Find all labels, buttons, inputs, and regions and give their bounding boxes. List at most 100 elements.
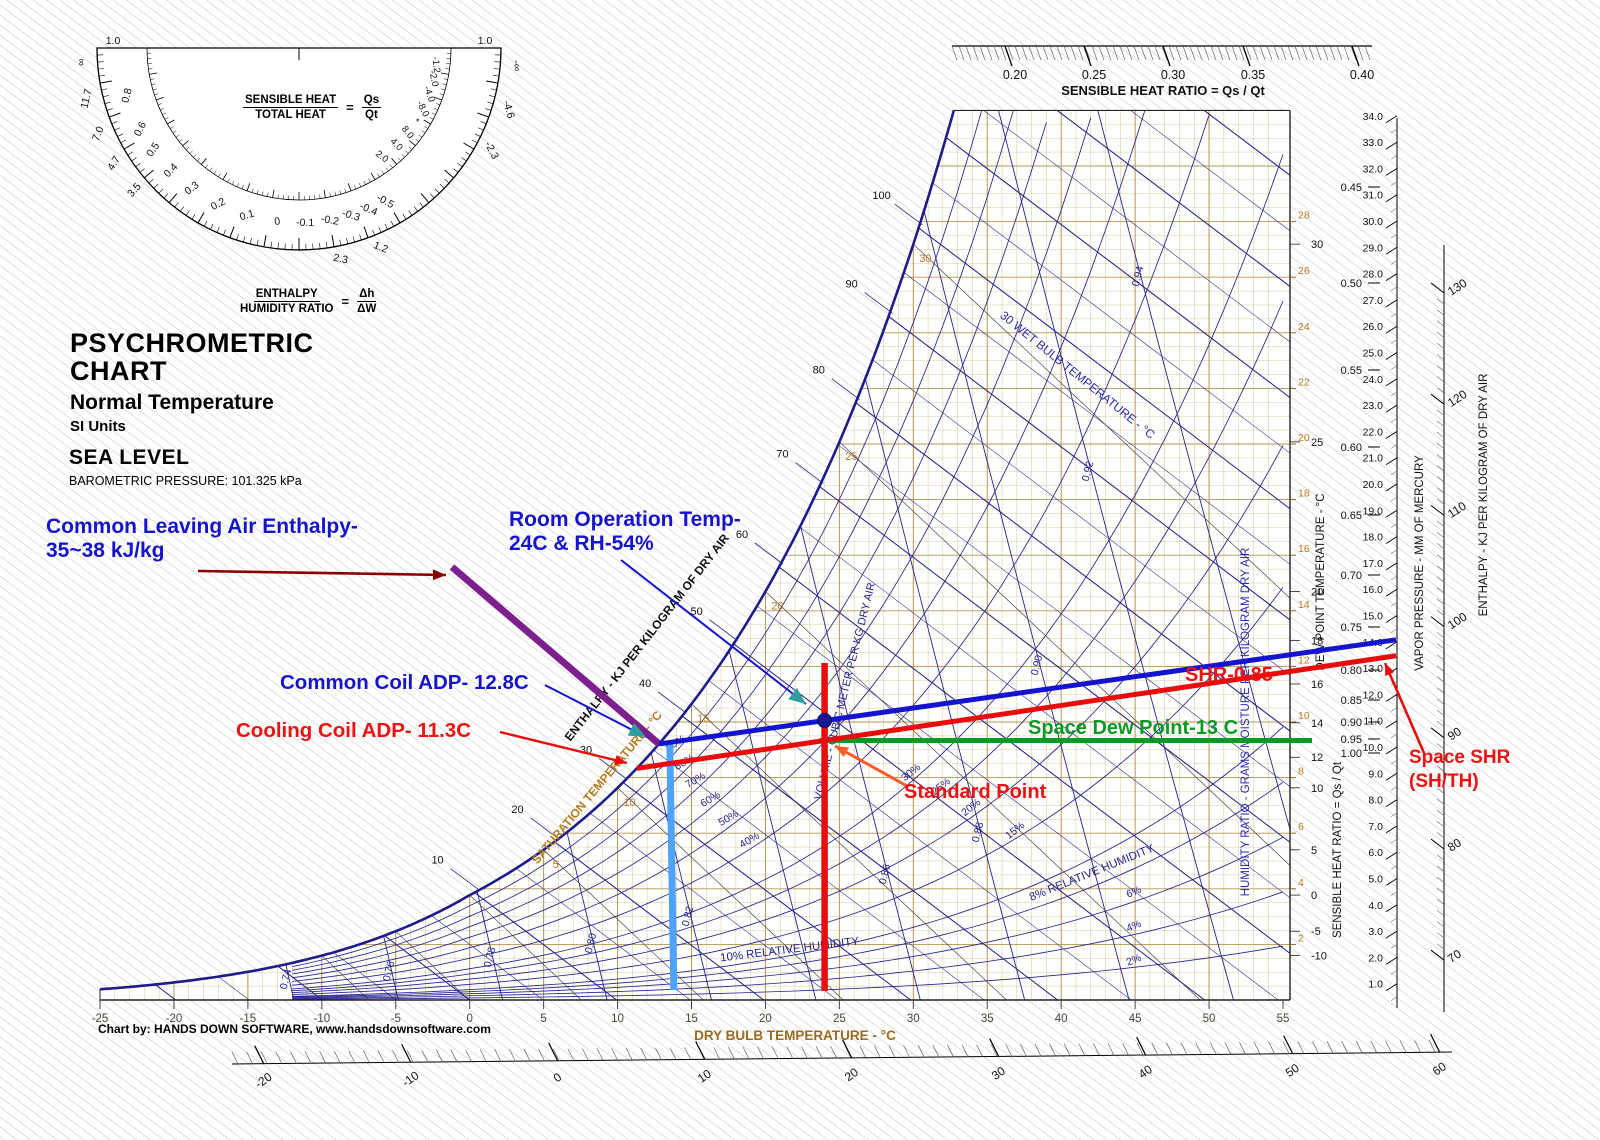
svg-text:0.6: 0.6: [132, 120, 149, 139]
svg-text:0.88: 0.88: [970, 821, 987, 844]
svg-text:0.40: 0.40: [1350, 68, 1374, 82]
svg-text:6.0: 6.0: [1368, 847, 1383, 859]
svg-text:*: *: [410, 117, 421, 126]
svg-text:-2.0: -2.0: [426, 69, 440, 87]
barometric-pressure-label: BAROMETRIC PRESSURE: 101.325 kPa: [69, 474, 302, 488]
svg-text:20: 20: [759, 1013, 772, 1025]
svg-text:-10: -10: [1311, 951, 1327, 963]
formula-numerator: SENSIBLE HEAT: [243, 93, 339, 109]
svg-text:19.0: 19.0: [1363, 505, 1384, 517]
svg-text:17.0: 17.0: [1363, 558, 1384, 570]
dry-bulb-axis: -25 -20 -15 -10 -5 0 5 10 15 20 25 30 35 40 45 50 55 DRY …: [92, 1000, 1290, 1043]
svg-text:4%: 4%: [1125, 918, 1144, 935]
protractor: 1.00.80.60.50.40.30.20.1 0 -0.1 -0.2 -0.3-0.…: [75, 35, 523, 266]
credit-line: Chart by: HANDS DOWN SOFTWARE, www.hands…: [98, 1022, 491, 1036]
svg-text:22: 22: [1298, 376, 1310, 388]
svg-text:30: 30: [919, 253, 931, 265]
shr-top-scale: 0.20 0.25 0.30 0.35 0.40 SENSIBLE HEAT RATIO …: [951, 45, 1374, 98]
svg-text:12: 12: [1311, 752, 1323, 764]
svg-text:0: 0: [1311, 890, 1317, 902]
svg-text:0.2: 0.2: [209, 196, 228, 213]
formula-fraction: ENTHALPY HUMIDITY RATIO: [240, 287, 334, 317]
svg-text:10.0: 10.0: [1363, 742, 1384, 754]
svg-text:55: 55: [1277, 1013, 1290, 1025]
svg-text:7.0: 7.0: [90, 125, 107, 143]
svg-text:60: 60: [736, 529, 748, 541]
svg-text:5: 5: [540, 1013, 546, 1025]
svg-text:1.0: 1.0: [1368, 979, 1383, 991]
svg-text:0.86: 0.86: [877, 863, 894, 886]
svg-text:0.55: 0.55: [1341, 365, 1362, 377]
svg-text:0.80: 0.80: [583, 932, 600, 955]
subtitle-si-units: SI Units: [70, 418, 126, 435]
svg-text:-0.2: -0.2: [320, 213, 340, 228]
svg-text:0.78: 0.78: [482, 946, 499, 969]
svg-text:0.90: 0.90: [1029, 654, 1046, 677]
protractor-enthalpy-formula: ENTHALPY HUMIDITY RATIO = Δh ΔW: [240, 287, 377, 317]
svg-text:15: 15: [697, 713, 709, 725]
formula-denominator: ΔW: [357, 303, 377, 316]
svg-text:20: 20: [771, 600, 783, 612]
svg-text:SENSIBLE HEAT RATIO = Qs / Qt: SENSIBLE HEAT RATIO = Qs / Qt: [1061, 83, 1265, 98]
equals-sign: =: [346, 100, 354, 116]
svg-text:25: 25: [1311, 437, 1323, 449]
annotation-common-leaving-air-enthalpy: Common Leaving Air Enthalpy- 35~38 kJ/kg: [46, 515, 358, 563]
subtitle-normal-temperature: Normal Temperature: [70, 391, 274, 414]
svg-text:0.94: 0.94: [1130, 265, 1147, 288]
svg-text:-0.1: -0.1: [296, 217, 315, 230]
svg-text:0.35: 0.35: [1241, 68, 1265, 82]
svg-text:12.0: 12.0: [1363, 689, 1384, 701]
formula-denominator: Qt: [365, 109, 378, 122]
svg-text:-20: -20: [166, 1013, 183, 1025]
svg-text:22.0: 22.0: [1363, 426, 1384, 438]
svg-text:45: 45: [1129, 1013, 1142, 1025]
formula-denominator: HUMIDITY RATIO: [240, 303, 334, 316]
svg-text:0.25: 0.25: [1082, 68, 1106, 82]
svg-text:-∞: -∞: [510, 60, 523, 72]
page-title-line1: PSYCHROMETRIC: [70, 328, 314, 358]
svg-text:30: 30: [1311, 239, 1323, 251]
svg-text:30.0: 30.0: [1363, 216, 1384, 228]
svg-text:2.0: 2.0: [1368, 952, 1383, 964]
svg-text:0.30: 0.30: [1161, 68, 1185, 82]
svg-text:29.0: 29.0: [1363, 242, 1384, 254]
svg-text:16: 16: [1311, 679, 1323, 691]
svg-text:-1.2: -1.2: [429, 56, 442, 73]
svg-text:90: 90: [845, 278, 857, 290]
svg-text:0.50: 0.50: [1341, 278, 1362, 290]
annotation-line: (SH/TH): [1409, 770, 1479, 792]
svg-text:40: 40: [639, 678, 651, 690]
svg-text:4: 4: [1298, 877, 1304, 889]
svg-text:5: 5: [1311, 845, 1317, 857]
svg-text:35: 35: [981, 1013, 994, 1025]
svg-text:SENSIBLE HEAT RATIO = Qs / Qt: SENSIBLE HEAT RATIO = Qs / Qt: [1332, 761, 1344, 938]
svg-text:20: 20: [1298, 432, 1310, 444]
subtitle-sea-level: SEA LEVEL: [69, 446, 190, 469]
svg-text:25.0: 25.0: [1363, 348, 1384, 360]
formula-fraction: SENSIBLE HEAT TOTAL HEAT: [243, 93, 339, 123]
annotation-line: Space SHR: [1409, 747, 1511, 768]
svg-text:1.2: 1.2: [372, 239, 390, 256]
svg-text:0.95: 0.95: [1341, 734, 1362, 746]
svg-text:100: 100: [872, 190, 890, 202]
svg-text:0.65: 0.65: [1341, 510, 1362, 522]
svg-text:15.0: 15.0: [1363, 611, 1384, 623]
page-title-line2: CHART: [70, 356, 167, 386]
svg-text:18: 18: [1311, 635, 1323, 647]
svg-text:40: 40: [1055, 1013, 1068, 1025]
svg-text:0.74: 0.74: [278, 968, 295, 991]
formula-fraction: Δh ΔW: [357, 287, 377, 317]
svg-text:14: 14: [1311, 718, 1323, 730]
svg-text:32.0: 32.0: [1363, 163, 1384, 175]
svg-text:ENTHALPY - KJ PER KILOGRAM OF: ENTHALPY - KJ PER KILOGRAM OF DRY AIR: [1478, 374, 1490, 617]
svg-text:26.0: 26.0: [1363, 321, 1384, 333]
svg-text:27.0: 27.0: [1363, 295, 1384, 307]
svg-text:31.0: 31.0: [1363, 190, 1384, 202]
svg-text:28: 28: [1298, 210, 1310, 222]
svg-text:-0.3: -0.3: [341, 207, 362, 224]
svg-text:4.0: 4.0: [1368, 900, 1383, 912]
svg-text:12: 12: [1298, 654, 1310, 666]
annotation-space-dew-point: Space Dew Point-13 C: [1028, 717, 1239, 739]
svg-text:2%: 2%: [1125, 952, 1144, 969]
